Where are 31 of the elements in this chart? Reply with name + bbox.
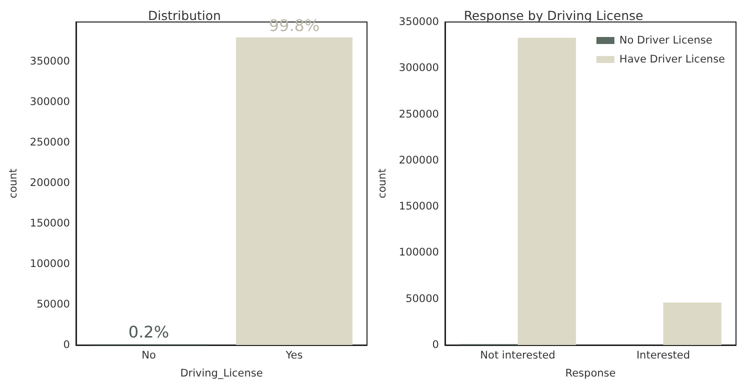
x-tick-label: No — [142, 350, 156, 362]
y-axis-title: count — [376, 168, 388, 198]
y-tick-label: 150000 — [398, 200, 439, 213]
y-tick-label: 200000 — [30, 177, 70, 190]
x-axis-title: Response — [565, 368, 616, 380]
chart-title: Response by Driving License — [464, 8, 644, 23]
y-tick-label: 350000 — [30, 56, 70, 68]
bar — [518, 38, 576, 345]
y-tick-label: 350000 — [398, 16, 439, 28]
x-tick-label: Yes — [284, 350, 303, 362]
y-tick-label: 100000 — [398, 246, 439, 259]
y-tick-label: 0 — [63, 339, 70, 351]
y-tick-label: 50000 — [36, 298, 70, 311]
y-tick-label: 150000 — [30, 218, 70, 230]
y-tick-label: 50000 — [406, 292, 439, 305]
annotation: 0.2% — [128, 322, 170, 342]
y-tick-label: 200000 — [398, 154, 439, 166]
x-axis-title: Driving_License — [180, 368, 263, 380]
bar — [663, 302, 722, 345]
y-tick-label: 250000 — [30, 136, 70, 149]
x-tick-label: Not interested — [480, 350, 556, 362]
y-tick-label: 250000 — [398, 108, 439, 120]
y-tick-label: 300000 — [30, 96, 70, 108]
x-tick-label: Interested — [636, 350, 690, 362]
legend-label: No Driver License — [619, 34, 712, 46]
chart-title: Distribution — [148, 8, 221, 23]
y-tick-label: 300000 — [398, 62, 439, 74]
y-tick-label: 0 — [432, 339, 439, 351]
y-axis-title: count — [8, 168, 20, 198]
legend-label: Have Driver License — [619, 54, 726, 66]
y-tick-label: 100000 — [30, 258, 70, 270]
